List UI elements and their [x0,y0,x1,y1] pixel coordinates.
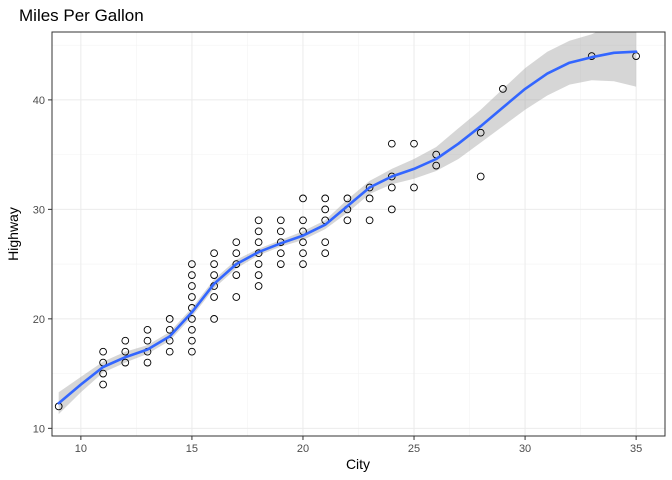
grid-lines [52,32,665,436]
data-point [188,282,196,290]
data-point [365,216,374,225]
data-point [232,293,241,301]
data-point [188,293,196,301]
data-point [299,260,307,268]
data-point [99,380,107,389]
data-point [499,85,507,93]
x-tick-label: 35 [630,443,642,455]
data-point [210,271,218,279]
data-point [121,336,130,345]
y-axis-title: Highway [5,207,21,261]
data-point [210,293,218,301]
data-point [299,216,307,225]
y-tick-label: 20 [33,314,45,326]
panel-border [51,31,666,437]
data-point [365,194,374,203]
data-point [232,249,241,258]
data-point [410,183,418,192]
data-point [188,347,196,356]
data-point [432,161,441,170]
data-point [143,325,152,334]
data-point [321,194,330,203]
data-point [99,369,107,378]
data-point [321,238,330,247]
data-point [210,315,218,323]
data-point [188,271,196,279]
y-tick-label: 40 [33,95,45,107]
data-point [232,238,241,247]
data-point [365,183,374,192]
data-point [188,315,196,323]
data-point [476,128,485,137]
y-tick-label: 30 [33,204,45,216]
data-point [254,282,263,290]
data-point [321,205,330,214]
data-point [121,347,130,356]
confidence-band-layer [58,32,637,415]
data-point [121,358,130,367]
data-point [387,205,396,214]
data-point [254,227,263,236]
data-point [254,238,263,247]
x-axis: 10 15 20 25 30 35 [75,436,642,455]
data-point [210,260,218,268]
data-point [165,325,174,334]
data-point [188,336,196,345]
data-point [343,216,352,225]
data-point [143,358,152,367]
x-tick-label: 30 [519,443,531,455]
x-tick-label: 10 [75,443,87,455]
data-point [165,347,174,356]
data-point [387,139,396,148]
y-axis: 10 20 30 40 [33,95,52,435]
x-axis-title: City [346,456,370,472]
data-point [299,194,307,203]
data-point [276,216,285,225]
data-point [254,216,263,225]
data-point [232,271,241,279]
data-point [254,271,263,279]
data-point [276,249,285,258]
smooth-trend-line [57,50,638,405]
data-point [99,347,107,356]
data-point [188,260,196,268]
chart-title: Miles Per Gallon [19,6,144,25]
x-tick-label: 15 [186,443,198,455]
data-point [299,249,307,258]
data-point [476,172,485,181]
smooth-line-layer [57,50,638,405]
x-tick-label: 20 [297,443,309,455]
data-point [276,260,285,268]
x-tick-label: 25 [408,443,420,455]
data-point [165,315,174,323]
data-point [254,260,263,268]
data-point [410,139,418,148]
data-point [276,227,285,236]
data-point [299,238,307,247]
data-point [210,249,218,258]
data-point [321,249,330,258]
data-point [232,260,241,268]
y-tick-label: 10 [33,423,45,435]
data-point [387,183,396,192]
data-point [143,336,152,345]
confidence-band [58,32,637,415]
data-point [343,194,352,203]
data-point [188,325,196,334]
